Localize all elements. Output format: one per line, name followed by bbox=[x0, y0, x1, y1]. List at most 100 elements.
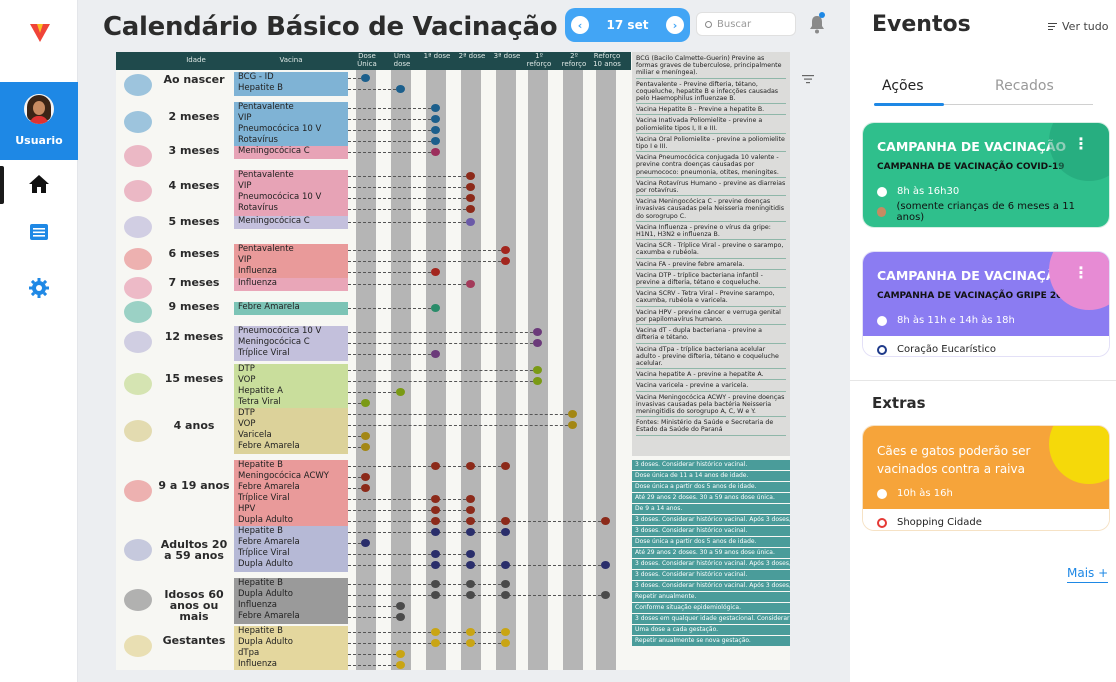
baby-icon bbox=[124, 180, 152, 202]
vaccine-description: Vacina Hepatite B - Previne a hepatite B… bbox=[636, 106, 786, 116]
dose-connector bbox=[348, 488, 366, 489]
dose-connector bbox=[348, 152, 436, 153]
location-pin-icon bbox=[877, 517, 887, 528]
baby-icon bbox=[124, 480, 152, 502]
next-date-button[interactable]: › bbox=[666, 16, 684, 34]
vaccine-description: Pentavalente - Previne difteria, tétano,… bbox=[636, 81, 786, 105]
vaccine-name: Pentavalente bbox=[238, 170, 294, 180]
dose-dot bbox=[431, 628, 440, 636]
vaccine-description: Vacina Oral Poliomielite - previne a pol… bbox=[636, 136, 786, 153]
card-title: CAMPANHA DE VACINAÇÃO bbox=[877, 268, 1067, 283]
dose-connector bbox=[348, 606, 401, 607]
vaccine-name: Meningocócica C bbox=[238, 337, 310, 347]
vaccine-group: DTP VOP Varicela Febre Amarela bbox=[234, 408, 348, 454]
vaccination-calendar-image: Idade Vacina Dose Única Uma dose 1ª dose 2ª… bbox=[116, 52, 790, 670]
vaccine-note: Conforme situação epidemiológica. bbox=[632, 603, 790, 613]
age-label: 9 a 19 anos bbox=[158, 479, 230, 492]
baby-icon bbox=[124, 589, 152, 611]
filter-icon[interactable] bbox=[802, 74, 814, 84]
dose-connector bbox=[348, 617, 401, 618]
tab-recados[interactable]: Recados bbox=[995, 78, 1054, 94]
current-date: 17 set bbox=[606, 18, 649, 32]
see-all-link[interactable]: Ver tudo bbox=[1048, 20, 1108, 33]
dose-connector bbox=[348, 119, 436, 120]
dose-dot bbox=[568, 410, 577, 418]
dose-connector bbox=[348, 414, 573, 415]
event-card-raiva[interactable]: Cães e gatos poderão ser vacinados contr… bbox=[862, 425, 1110, 531]
dose-dot bbox=[431, 126, 440, 134]
vaccine-description: Vacina Pneumocócica conjugada 10 valente… bbox=[636, 154, 786, 178]
dose-dot bbox=[466, 495, 475, 503]
card-title: CAMPANHA DE VACINAÇÃO bbox=[877, 139, 1067, 154]
list-icon bbox=[30, 224, 48, 240]
prev-date-button[interactable]: ‹ bbox=[571, 16, 589, 34]
vaccine-description: BCG (Bacilo Calmette-Guerin) Previne as … bbox=[636, 55, 786, 79]
vaccine-note: De 9 a 14 anos. bbox=[632, 504, 790, 514]
age-label: 2 meses bbox=[168, 110, 220, 123]
dose-dot bbox=[466, 591, 475, 599]
vaccine-note: 3 doses em qualquer idade gestacional. C… bbox=[632, 614, 790, 624]
active-tab-indicator bbox=[874, 103, 944, 106]
card-menu-button[interactable]: ⋮ bbox=[1073, 263, 1089, 282]
vaccine-description: Vacina dT - dupla bacteriana - previne a… bbox=[636, 327, 786, 344]
vaccine-group: DTP VOP Hepatite A Tetra Viral bbox=[234, 364, 348, 410]
vaccine-name: Dupla Adulto bbox=[238, 515, 293, 525]
col-header-dose: Reforço 10 anos bbox=[593, 52, 621, 68]
avatar bbox=[24, 94, 54, 124]
dose-dot bbox=[601, 561, 610, 569]
col-header-dose: Uma dose bbox=[393, 52, 411, 68]
dose-dot bbox=[466, 280, 475, 288]
vaccine-description: Vacina Rotavírus Humano - previne as dia… bbox=[636, 180, 786, 197]
age-label: Ao nascer bbox=[163, 73, 225, 86]
baby-icon bbox=[124, 111, 152, 133]
notification-bell-icon[interactable] bbox=[808, 14, 826, 34]
nav-list[interactable] bbox=[0, 212, 78, 252]
search-input[interactable]: Buscar bbox=[696, 12, 796, 36]
card-menu-button[interactable]: ⋮ bbox=[1073, 134, 1089, 153]
vaccine-note: 3 doses. Considerar histórico vacinal. bbox=[632, 526, 790, 536]
vaccine-name: Hepatite B bbox=[238, 526, 284, 536]
dose-dot bbox=[431, 506, 440, 514]
vaccine-name: Febre Amarela bbox=[238, 302, 300, 312]
age-label: Gestantes bbox=[162, 634, 226, 647]
nav-home[interactable] bbox=[0, 164, 78, 204]
col-header-dose: 2º reforço bbox=[561, 52, 587, 68]
dose-connector bbox=[348, 332, 538, 333]
dose-dot bbox=[466, 506, 475, 514]
vaccine-name: Rotavírus bbox=[238, 203, 278, 213]
dose-dot bbox=[501, 628, 510, 636]
vaccine-name: VIP bbox=[238, 181, 252, 191]
child-icon bbox=[877, 207, 887, 217]
card-location: Shopping Cidade bbox=[897, 517, 982, 528]
vaccine-description: Vacina FA - previne febre amarela. bbox=[636, 261, 786, 270]
vaccine-group: Pneumocócica 10 V Meningocócica C Tríplice… bbox=[234, 326, 348, 361]
user-profile-button[interactable]: Usuario bbox=[0, 82, 78, 160]
dose-connector bbox=[348, 343, 538, 344]
col-header-vacina: Vacina bbox=[279, 56, 303, 64]
dose-connector bbox=[348, 521, 606, 522]
clock-icon bbox=[877, 186, 887, 197]
dose-dot bbox=[361, 484, 370, 492]
nav-settings[interactable] bbox=[0, 268, 78, 308]
vaccine-group: Pentavalente VIP Pneumocócica 10 V Rotavíru… bbox=[234, 170, 348, 216]
vaccine-description: Vacina Meningocócica C - previne doenças… bbox=[636, 198, 786, 222]
dose-connector bbox=[348, 308, 436, 309]
event-card-covid[interactable]: CAMPANHA DE VACINAÇÃO CAMPANHA DE VACINA… bbox=[862, 122, 1110, 228]
vaccine-name: Meningocócica C bbox=[238, 216, 310, 226]
dose-connector bbox=[348, 665, 401, 666]
age-label: 6 meses bbox=[168, 247, 220, 260]
event-card-gripe[interactable]: CAMPANHA DE VACINAÇÃO CAMPANHA DE VACINA… bbox=[862, 251, 1110, 357]
dose-connector bbox=[348, 532, 506, 533]
tab-acoes[interactable]: Ações bbox=[882, 78, 924, 94]
user-label: Usuario bbox=[15, 134, 63, 147]
vaccine-name: Tríplice Viral bbox=[238, 348, 290, 358]
dose-dot bbox=[396, 661, 405, 669]
dose-connector bbox=[348, 425, 573, 426]
dose-dot bbox=[466, 550, 475, 558]
app-logo bbox=[30, 24, 50, 42]
vaccine-group: Meningocócica C bbox=[234, 216, 348, 229]
dose-dot bbox=[396, 388, 405, 396]
more-link[interactable]: Mais + bbox=[1067, 566, 1109, 583]
dose-dot bbox=[601, 591, 610, 599]
dose-connector bbox=[348, 354, 436, 355]
